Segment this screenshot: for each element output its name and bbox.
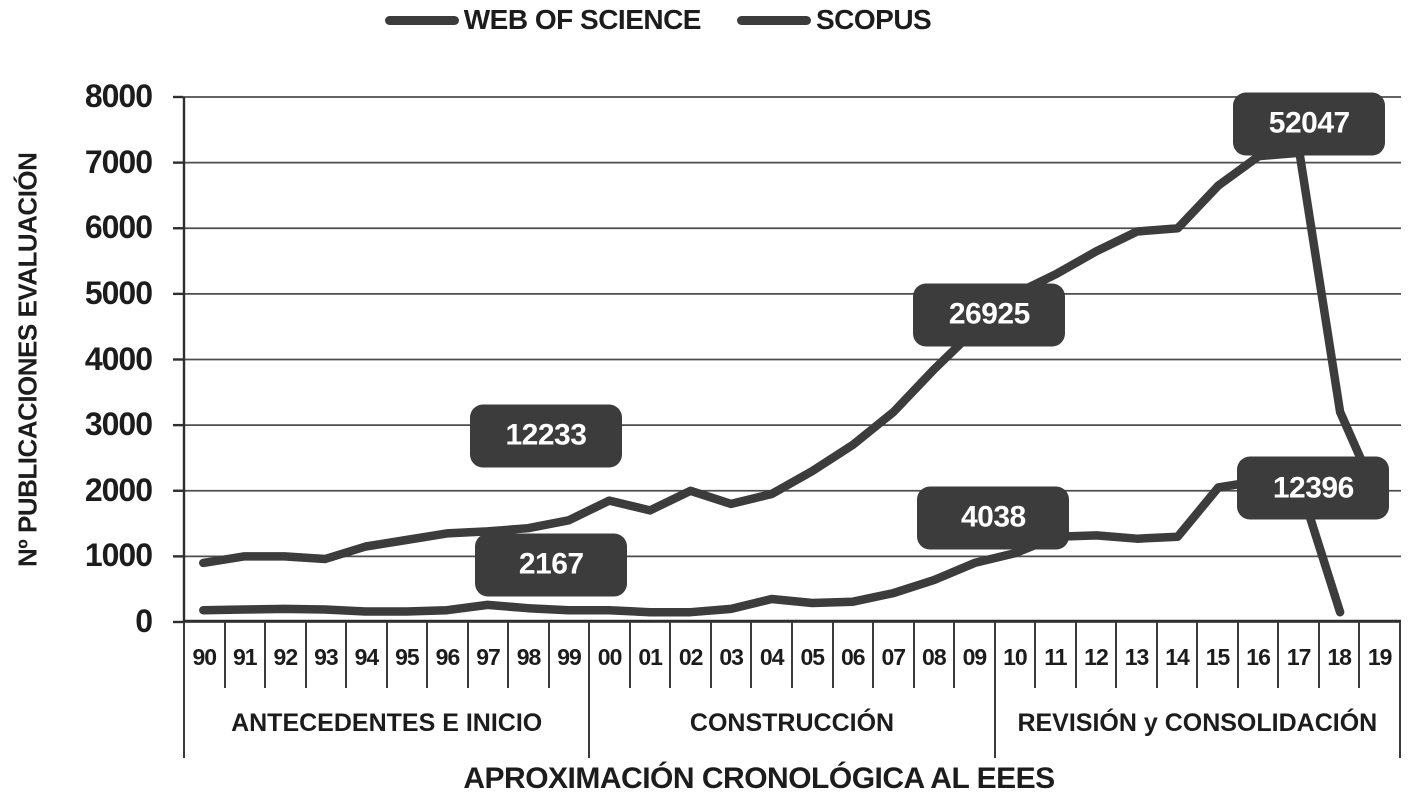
y-tick-label: 2000 xyxy=(84,471,153,508)
y-tick-label: 7000 xyxy=(84,143,153,180)
year-label: 18 xyxy=(1320,622,1361,688)
year-label: 96 xyxy=(428,622,469,688)
x-axis-year-labels: 90 91 92 93 94 95 96 97 98 99 00 01 02 03 04 05 06 07 08 09… xyxy=(183,622,1401,688)
legend: WEB OF SCIENCE SCOPUS xyxy=(0,4,1362,36)
y-tick-label: 4000 xyxy=(84,340,153,377)
year-label: 94 xyxy=(347,622,388,688)
y-tick-label: 8000 xyxy=(84,77,153,114)
year-label: 93 xyxy=(307,622,348,688)
wos-series-line xyxy=(199,148,1385,568)
data-callout: 12396 xyxy=(1237,456,1390,520)
y-tick-label: 3000 xyxy=(84,405,153,442)
year-label: 91 xyxy=(226,622,267,688)
y-tick-label: 0 xyxy=(135,602,153,639)
year-label: 17 xyxy=(1279,622,1320,688)
year-label: 04 xyxy=(752,622,793,688)
year-label: 05 xyxy=(793,622,834,688)
chart-canvas xyxy=(173,95,1401,624)
data-callout: 52047 xyxy=(1233,92,1386,156)
year-label: 16 xyxy=(1239,622,1280,688)
wos-line-swatch-icon xyxy=(384,15,459,25)
y-tick-label: 1000 xyxy=(84,537,153,574)
year-label: 98 xyxy=(509,622,550,688)
year-label: 13 xyxy=(1117,622,1158,688)
year-label: 02 xyxy=(671,622,712,688)
data-callout: 4038 xyxy=(917,486,1070,550)
year-label: 08 xyxy=(915,622,956,688)
year-label: 00 xyxy=(590,622,631,688)
year-label: 95 xyxy=(388,622,429,688)
year-label: 97 xyxy=(469,622,510,688)
scopus-series-line xyxy=(199,476,1345,617)
year-label: 14 xyxy=(1158,622,1199,688)
period-label: ANTECEDENTES E INICIO xyxy=(185,688,591,758)
data-callout: 12233 xyxy=(469,404,622,468)
year-label: 12 xyxy=(1077,622,1118,688)
year-label: 10 xyxy=(996,622,1037,688)
year-label: 92 xyxy=(266,622,307,688)
period-label: CONSTRUCCIÓN xyxy=(590,688,996,758)
year-label: 06 xyxy=(834,622,875,688)
year-label: 11 xyxy=(1036,622,1077,688)
plot-area: 12233 2167 26925 4038 52047 12396 xyxy=(173,92,1401,624)
y-axis-tick-labels: 0 1000 2000 3000 4000 5000 6000 7000 8000 xyxy=(0,78,168,639)
year-label: 09 xyxy=(955,622,996,688)
legend-item-web-of-science: WEB OF SCIENCE xyxy=(384,4,702,36)
year-label: 90 xyxy=(185,622,226,688)
period-label: REVISIÓN y CONSOLIDACIÓN xyxy=(1017,708,1378,737)
x-axis-period-labels: ANTECEDENTES E INICIO CONSTRUCCIÓN REVISIÓ… xyxy=(183,688,1401,758)
year-label: 99 xyxy=(550,622,591,688)
legend-item-scopus: SCOPUS xyxy=(736,4,932,36)
year-label: 07 xyxy=(874,622,915,688)
year-label: 15 xyxy=(1198,622,1239,688)
legend-label-scopus: SCOPUS xyxy=(815,4,932,35)
y-tick-label: 5000 xyxy=(84,274,153,311)
year-label: 01 xyxy=(631,622,672,688)
scopus-line-swatch-icon xyxy=(736,15,811,25)
data-callout: 2167 xyxy=(475,533,628,597)
legend-label-web-of-science: WEB OF SCIENCE xyxy=(463,4,702,35)
data-callout: 26925 xyxy=(913,283,1066,347)
x-axis-title: APROXIMACIÓN CRONOLÓGICA AL EEES xyxy=(463,762,1055,795)
year-label: 19 xyxy=(1367,643,1393,670)
year-label: 03 xyxy=(712,622,753,688)
y-tick-label: 6000 xyxy=(84,209,153,246)
